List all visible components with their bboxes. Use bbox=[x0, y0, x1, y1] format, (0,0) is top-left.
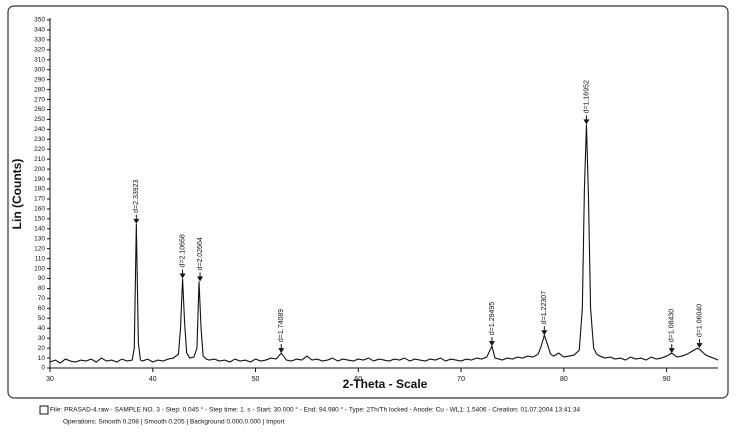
x-tick-label: 50 bbox=[252, 376, 260, 383]
x-tick-label: 90 bbox=[663, 376, 671, 383]
y-tick-label: 290 bbox=[34, 76, 45, 83]
y-tick-label: 270 bbox=[34, 96, 45, 103]
footer-operations: Operations: Smooth 0.208 | Smooth 0.205 … bbox=[63, 419, 285, 426]
y-tick-label: 30 bbox=[38, 335, 46, 342]
y-tick-label: 330 bbox=[34, 37, 45, 44]
y-tick-label: 150 bbox=[34, 216, 45, 223]
y-tick-label: 210 bbox=[34, 156, 45, 163]
peak-label: d=2.10658 bbox=[179, 234, 186, 267]
peak-label: d=1.29495 bbox=[489, 302, 496, 335]
y-tick-label: 170 bbox=[34, 196, 45, 203]
y-tick-label: 70 bbox=[38, 295, 46, 302]
y-tick-label: 250 bbox=[34, 116, 45, 123]
y-tick-label: 20 bbox=[38, 345, 46, 352]
y-tick-label: 310 bbox=[34, 56, 45, 63]
y-tick-label: 90 bbox=[38, 275, 46, 282]
y-tick-label: 350 bbox=[34, 17, 45, 24]
y-tick-label: 80 bbox=[38, 285, 46, 292]
y-tick-label: 40 bbox=[38, 325, 46, 332]
peak-marker bbox=[179, 273, 186, 279]
y-tick-label: 100 bbox=[34, 265, 45, 272]
y-tick-label: 180 bbox=[34, 186, 45, 193]
y-tick-label: 340 bbox=[34, 27, 45, 34]
peak-label: d=2.02664 bbox=[197, 237, 204, 270]
y-tick-label: 280 bbox=[34, 86, 45, 93]
peak-label: d=1.08430 bbox=[669, 309, 676, 342]
y-tick-label: 230 bbox=[34, 136, 45, 143]
peak-marker bbox=[133, 218, 140, 224]
footer-file: File: PRASAD-4.raw - SAMPLE NO. 3 - Step… bbox=[50, 406, 580, 414]
x-tick-label: 70 bbox=[457, 376, 465, 383]
y-tick-label: 200 bbox=[34, 166, 45, 173]
y-axis-title: Lin (Counts) bbox=[10, 159, 24, 230]
x-tick-label: 30 bbox=[46, 376, 54, 383]
peak-label: d=1.74089 bbox=[278, 309, 285, 342]
xrd-trace bbox=[49, 124, 719, 364]
x-tick-label: 80 bbox=[560, 376, 568, 383]
peak-marker bbox=[696, 343, 703, 349]
y-tick-label: 10 bbox=[38, 355, 46, 362]
peak-marker bbox=[583, 119, 590, 125]
y-tick-label: 240 bbox=[34, 126, 45, 133]
y-tick-label: 50 bbox=[38, 315, 46, 322]
y-tick-label: 120 bbox=[34, 245, 45, 252]
y-tick-label: 320 bbox=[34, 47, 45, 54]
y-tick-label: 0 bbox=[41, 365, 45, 372]
y-tick-label: 110 bbox=[35, 255, 46, 262]
peak-marker bbox=[197, 276, 204, 282]
x-tick-label: 60 bbox=[354, 376, 362, 383]
peak-label: d=1.22307 bbox=[541, 291, 548, 324]
peak-marker bbox=[541, 330, 548, 336]
x-axis-title: 2-Theta - Scale bbox=[343, 377, 428, 391]
frame bbox=[7, 5, 729, 399]
file-icon bbox=[39, 405, 49, 415]
y-tick-label: 190 bbox=[34, 176, 45, 183]
y-tick-label: 130 bbox=[34, 235, 45, 242]
peak-label: d=1.06040 bbox=[696, 304, 703, 337]
y-tick-label: 260 bbox=[34, 106, 45, 113]
y-tick-label: 140 bbox=[34, 226, 45, 233]
y-tick-label: 220 bbox=[34, 146, 45, 153]
peak-label: d=1.16952 bbox=[583, 80, 590, 113]
y-tick-label: 160 bbox=[34, 206, 45, 213]
y-tick-label: 300 bbox=[34, 66, 45, 73]
peak-marker bbox=[278, 348, 285, 354]
peak-marker bbox=[488, 341, 495, 347]
y-tick-label: 60 bbox=[38, 305, 46, 312]
x-tick-label: 40 bbox=[149, 376, 157, 383]
peak-label: d=2.33923 bbox=[133, 179, 140, 212]
peak-marker bbox=[668, 348, 675, 354]
